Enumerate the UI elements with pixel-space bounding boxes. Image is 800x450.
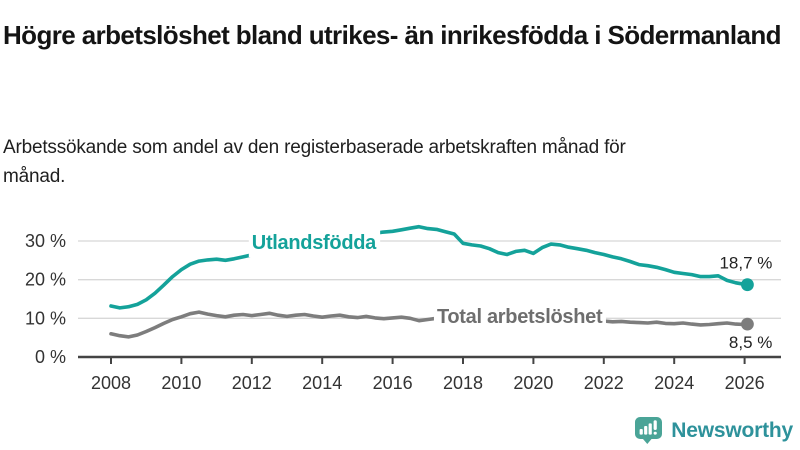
y-tick-label: 10 % [25,308,66,328]
newsworthy-logo: Newsworthy [634,416,793,445]
x-tick-label: 2018 [443,373,483,393]
x-tick-label: 2012 [232,373,272,393]
x-tick-label: 2008 [91,373,131,393]
total-end-value: 8,5 % [729,333,772,352]
y-tick-label: 30 % [25,231,66,251]
utlandsfodda-end-value: 18,7 % [719,254,772,273]
newsworthy-wordmark: Newsworthy [671,418,793,442]
series-label-halo [248,229,381,258]
x-tick-label: 2026 [725,373,765,393]
x-tick-label: 2024 [654,373,694,393]
x-tick-label: 2022 [584,373,624,393]
y-tick-label: 0 % [35,347,66,367]
chart-subtitle: Arbetssökande som andel av den registerb… [3,137,626,187]
x-tick-label: 2014 [302,373,342,393]
newsworthy-speech-bubble-icon [635,417,663,444]
x-tick-label: 2010 [161,373,201,393]
total-arbetsloshet-line [109,310,750,339]
page-title: Högre arbetslöshet bland utrikes- än inr… [3,20,781,51]
utlandsfodda-series-label: Utlandsfödda [252,232,377,254]
x-tick-label: 2020 [513,373,553,393]
total-end-dot [741,317,754,331]
series-label-halo [433,302,606,331]
utlandsfodda-end-dot [741,278,754,292]
total-arbetsloshet-series-label: Total arbetslöshet [437,306,603,328]
y-tick-label: 20 % [25,270,66,290]
utlandsfodda-line [109,224,750,310]
x-tick-label: 2016 [373,373,413,393]
